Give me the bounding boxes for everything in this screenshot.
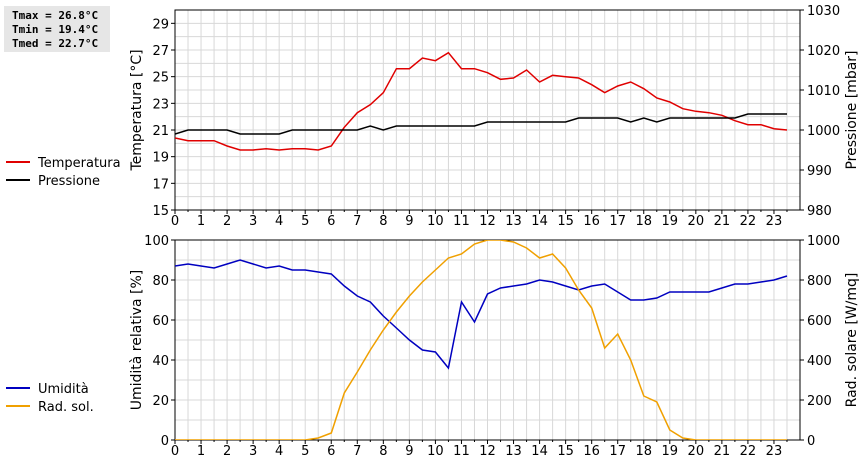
x-tick-label: 16 bbox=[583, 444, 600, 459]
x-tick-label: 14 bbox=[531, 214, 548, 229]
y2-tick-label: 800 bbox=[807, 274, 832, 289]
y-tick-label: 29 bbox=[152, 17, 169, 32]
stats-box: Tmax = 26.8°C Tmin = 19.4°C Tmed = 22.7°… bbox=[4, 6, 110, 52]
legend-label-umidit: Umidità bbox=[38, 382, 89, 397]
x-tick-label: 19 bbox=[662, 214, 679, 229]
tmed-label: Tmed = 22.7°C bbox=[12, 37, 99, 50]
x-tick-label: 23 bbox=[766, 444, 783, 459]
x-tick-label: 1 bbox=[197, 444, 205, 459]
y2-tick-label: 1020 bbox=[807, 44, 840, 59]
x-tick-label: 0 bbox=[171, 444, 179, 459]
x-tick-label: 9 bbox=[405, 214, 413, 229]
y-tick-label: 60 bbox=[152, 314, 169, 329]
y-tick-label: 40 bbox=[152, 354, 169, 369]
x-tick-label: 5 bbox=[301, 444, 309, 459]
x-tick-label: 13 bbox=[505, 214, 522, 229]
y-tick-label: 19 bbox=[152, 151, 169, 166]
y-axis-title: Temperatura [°C] bbox=[129, 49, 145, 171]
y2-tick-label: 1030 bbox=[807, 4, 840, 19]
y-tick-label: 80 bbox=[152, 274, 169, 289]
x-tick-label: 17 bbox=[609, 214, 626, 229]
x-tick-label: 12 bbox=[479, 444, 496, 459]
x-tick-label: 15 bbox=[557, 214, 574, 229]
tmax-label: Tmax = 26.8°C bbox=[12, 9, 99, 22]
y-tick-label: 25 bbox=[152, 71, 169, 86]
x-tick-label: 6 bbox=[327, 214, 335, 229]
x-tick-label: 3 bbox=[249, 214, 257, 229]
y2-tick-label: 1000 bbox=[807, 124, 840, 139]
x-tick-label: 6 bbox=[327, 444, 335, 459]
x-tick-label: 22 bbox=[740, 214, 757, 229]
x-tick-label: 8 bbox=[379, 444, 387, 459]
y-tick-label: 27 bbox=[152, 44, 169, 59]
x-tick-label: 22 bbox=[740, 444, 757, 459]
x-tick-label: 18 bbox=[635, 444, 652, 459]
y-tick-label: 0 bbox=[161, 434, 169, 449]
legend-label-pressione: Pressione bbox=[38, 174, 100, 189]
x-tick-label: 19 bbox=[662, 444, 679, 459]
x-tick-label: 20 bbox=[688, 444, 705, 459]
y2-tick-label: 1010 bbox=[807, 84, 840, 99]
x-tick-label: 11 bbox=[453, 444, 470, 459]
series-line-temperatura bbox=[175, 51, 788, 151]
series-line-umidit bbox=[175, 259, 788, 370]
y-tick-label: 23 bbox=[152, 97, 169, 112]
y-tick-label: 15 bbox=[152, 204, 169, 219]
x-tick-label: 7 bbox=[353, 214, 361, 229]
x-tick-label: 16 bbox=[583, 214, 600, 229]
y2-tick-label: 200 bbox=[807, 394, 832, 409]
y-tick-label: 20 bbox=[152, 394, 169, 409]
x-tick-label: 21 bbox=[714, 444, 731, 459]
x-tick-label: 0 bbox=[171, 214, 179, 229]
x-tick-label: 5 bbox=[301, 214, 309, 229]
y2-tick-label: 1000 bbox=[807, 234, 840, 249]
x-tick-label: 17 bbox=[609, 444, 626, 459]
series-line-pressione bbox=[175, 113, 787, 135]
x-tick-label: 13 bbox=[505, 444, 522, 459]
x-tick-label: 1 bbox=[197, 214, 205, 229]
x-tick-label: 14 bbox=[531, 444, 548, 459]
x-tick-label: 10 bbox=[427, 214, 444, 229]
x-tick-label: 12 bbox=[479, 214, 496, 229]
x-tick-label: 15 bbox=[557, 444, 574, 459]
y2-tick-label: 980 bbox=[807, 204, 832, 219]
x-tick-label: 23 bbox=[766, 214, 783, 229]
x-tick-label: 18 bbox=[635, 214, 652, 229]
series-line-rad-sol bbox=[175, 240, 787, 440]
x-tick-label: 10 bbox=[427, 444, 444, 459]
x-tick-label: 2 bbox=[223, 444, 231, 459]
x-tick-label: 3 bbox=[249, 444, 257, 459]
y2-tick-label: 0 bbox=[807, 434, 815, 449]
x-tick-label: 2 bbox=[223, 214, 231, 229]
x-tick-label: 7 bbox=[353, 444, 361, 459]
x-tick-label: 4 bbox=[275, 444, 283, 459]
x-tick-label: 21 bbox=[714, 214, 731, 229]
y2-tick-label: 600 bbox=[807, 314, 832, 329]
y2-tick-label: 400 bbox=[807, 354, 832, 369]
y2-axis-title: Rad. solare [W/mq] bbox=[844, 273, 860, 408]
x-tick-label: 20 bbox=[688, 214, 705, 229]
legend-label-rad-sol: Rad. sol. bbox=[38, 400, 94, 415]
y2-tick-label: 990 bbox=[807, 164, 832, 179]
y-axis-title: Umidità relativa [%] bbox=[129, 270, 145, 411]
y-tick-label: 21 bbox=[152, 124, 169, 139]
x-tick-label: 4 bbox=[275, 214, 283, 229]
tmin-label: Tmin = 19.4°C bbox=[12, 23, 99, 36]
y-tick-label: 17 bbox=[152, 177, 169, 192]
humidity-chart: 0 1 2 3 4 5 6 7 8 9 10 11 12 13 14 15 16 17 18 19 20 21 22 2302… bbox=[6, 234, 860, 459]
legend-label-temperatura: Temperatura bbox=[37, 156, 121, 171]
temp-chart: 0 1 2 3 4 5 6 7 8 9 10 11 12 13 14 15 16 17 18 19 20 21 22 2315… bbox=[6, 4, 860, 229]
x-tick-label: 8 bbox=[379, 214, 387, 229]
x-tick-label: 11 bbox=[453, 214, 470, 229]
x-tick-label: 9 bbox=[405, 444, 413, 459]
y-tick-label: 100 bbox=[144, 234, 169, 249]
y2-axis-title: Pressione [mbar] bbox=[844, 50, 860, 169]
